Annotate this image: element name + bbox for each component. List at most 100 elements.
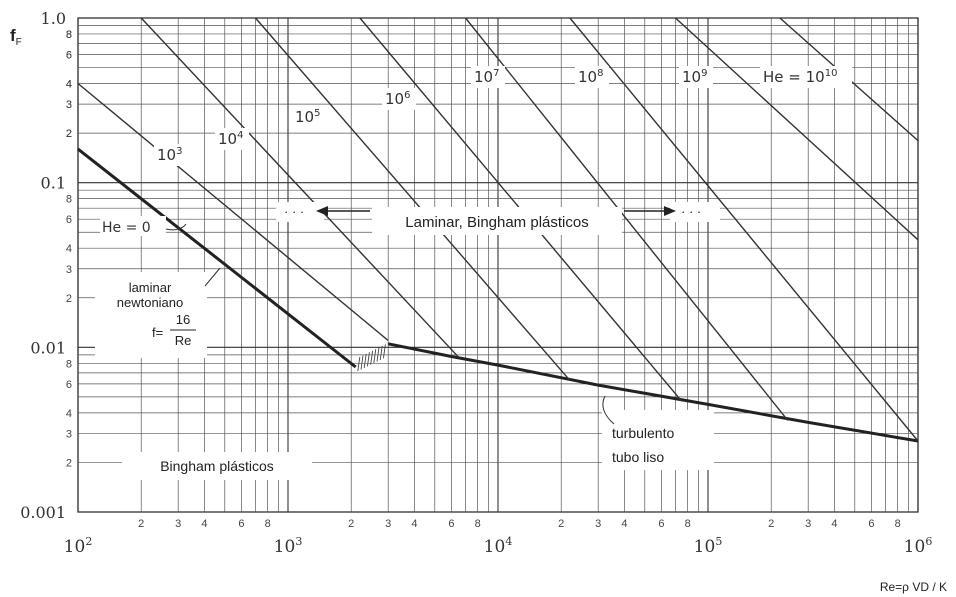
y-minor-tick-label: 8 <box>66 194 72 206</box>
bingham-box <box>122 452 312 480</box>
y-minor-tick-label: 8 <box>66 29 72 41</box>
y-minor-tick-label: 2 <box>66 457 72 469</box>
x-minor-tick-label: 4 <box>831 518 837 530</box>
he-label-box <box>154 144 188 166</box>
he-label: 109 <box>682 68 707 86</box>
hatch-mark <box>357 357 361 372</box>
he-label: 105 <box>295 108 320 126</box>
hedstrom-curve <box>77 82 389 342</box>
he-label: 106 <box>385 90 410 108</box>
laminar-newtonian-box <box>95 272 207 358</box>
x-minor-tick-label: 6 <box>658 518 664 530</box>
hatch-mark <box>370 350 374 365</box>
y-minor-tick-label: 4 <box>66 243 72 255</box>
laminar-bingham-box <box>372 207 622 235</box>
hedstrom-curve <box>464 17 789 421</box>
hedstrom-curve <box>254 17 571 381</box>
dots-left-box <box>276 202 324 222</box>
x-minor-tick-label: 3 <box>385 518 391 530</box>
y-minor-tick-label: 3 <box>66 264 72 276</box>
hatch-mark <box>363 353 367 368</box>
x-minor-tick-label: 3 <box>595 518 601 530</box>
hedstrom-curve <box>140 17 460 358</box>
x-minor-tick-label: 4 <box>621 518 627 530</box>
y-minor-tick-label: 6 <box>66 214 72 226</box>
x-minor-tick-label: 2 <box>558 518 564 530</box>
laminar-bingham-label: Laminar, Bingham plásticos <box>405 214 588 231</box>
he-label-box <box>471 66 505 88</box>
x-axis-label: Re=ρ VD / K <box>880 580 947 594</box>
y-tick-label: 0.1 <box>41 174 66 193</box>
x-tick-labels: 102 103 104 105 106 2 3 4 6 8 2 3 4 6 8 2 3 4 6 8 2 3 4 6 8 <box>64 518 933 557</box>
dots-right-box <box>670 202 720 222</box>
hatch-mark <box>360 355 364 370</box>
x-tick-label: 102 <box>64 535 93 557</box>
turbulent-box <box>602 410 714 470</box>
turbulent-label: turbulento <box>612 425 674 441</box>
smooth-pipe-label: tubo liso <box>612 449 664 465</box>
x-minor-tick-label: 4 <box>201 518 207 530</box>
y-minor-tick-label: 6 <box>66 50 72 62</box>
hedstrom-curve <box>569 17 919 442</box>
he-label: 107 <box>474 68 499 86</box>
he-zero-label: He = 0 <box>102 220 151 236</box>
he-label: 103 <box>157 146 182 164</box>
x-minor-tick-label: 6 <box>448 518 454 530</box>
y-minor-tick-label: 6 <box>66 50 72 62</box>
x-tick-label: 105 <box>694 535 723 557</box>
he-zero-leader <box>165 223 187 231</box>
x-minor-tick-label: 2 <box>138 518 144 530</box>
he-label-box <box>679 66 713 88</box>
he-label: He = 1010 <box>763 68 837 86</box>
x-minor-tick-label: 2 <box>768 518 774 530</box>
hatch-mark <box>376 347 380 362</box>
transition-hatch <box>357 344 386 372</box>
he-label-box <box>382 88 416 110</box>
arrow-left <box>316 206 370 216</box>
x-minor-tick-label: 6 <box>238 518 244 530</box>
arrow-right <box>624 206 676 216</box>
newtoniano-label: newtoniano <box>117 295 184 310</box>
hatch-mark <box>379 345 383 360</box>
he-label-box <box>575 66 609 88</box>
he-zero-box <box>100 216 166 236</box>
dots-left: · · · <box>284 204 304 219</box>
x-minor-tick-label: 3 <box>175 518 181 530</box>
hatch-mark <box>366 352 370 367</box>
x-minor-tick-label: 3 <box>805 518 811 530</box>
he-label-box <box>215 128 249 150</box>
hedstrom-curve <box>675 17 919 241</box>
y-minor-tick-label: 6 <box>66 379 72 391</box>
x-minor-tick-label: 2 <box>348 518 354 530</box>
y-tick-label: 0.001 <box>20 503 66 522</box>
he-label: 104 <box>218 130 243 148</box>
x-minor-tick-label: 6 <box>868 518 874 530</box>
y-tick-label: 1.0 <box>41 9 66 28</box>
y-minor-tick-label: 8 <box>66 358 72 370</box>
formula-numerator: 16 <box>176 312 190 327</box>
he-label-box <box>292 106 326 128</box>
x-minor-tick-label: 8 <box>265 518 271 530</box>
formula-denominator: Re <box>175 333 192 348</box>
formula-prefix: f= <box>152 325 163 340</box>
laminar-label: laminar <box>129 280 172 295</box>
x-minor-tick-label: 8 <box>475 518 481 530</box>
x-minor-tick-label: 8 <box>685 518 691 530</box>
y-minor-tick-label: 2 <box>66 128 72 140</box>
y-minor-tick-label: 4 <box>66 408 72 420</box>
y-tick-label: 0.01 <box>30 338 66 357</box>
hatch-mark <box>373 349 377 364</box>
y-minor-tick-label: 2 <box>66 128 72 140</box>
turbulent-leader <box>602 395 615 425</box>
laminar-leader <box>204 267 221 287</box>
he-label-box <box>760 66 852 88</box>
y-axis-label: fF <box>10 26 22 48</box>
laminar-newtonian-line <box>77 147 357 369</box>
y-minor-tick-label: 4 <box>66 79 72 91</box>
curves <box>77 17 919 443</box>
turbulent-smooth-line <box>387 342 919 443</box>
y-minor-tick-label: 8 <box>66 29 72 41</box>
x-minor-tick-label: 8 <box>895 518 901 530</box>
hedstrom-labels: 103 104 105 106 107 108 109 He = 1010 <box>154 66 852 166</box>
